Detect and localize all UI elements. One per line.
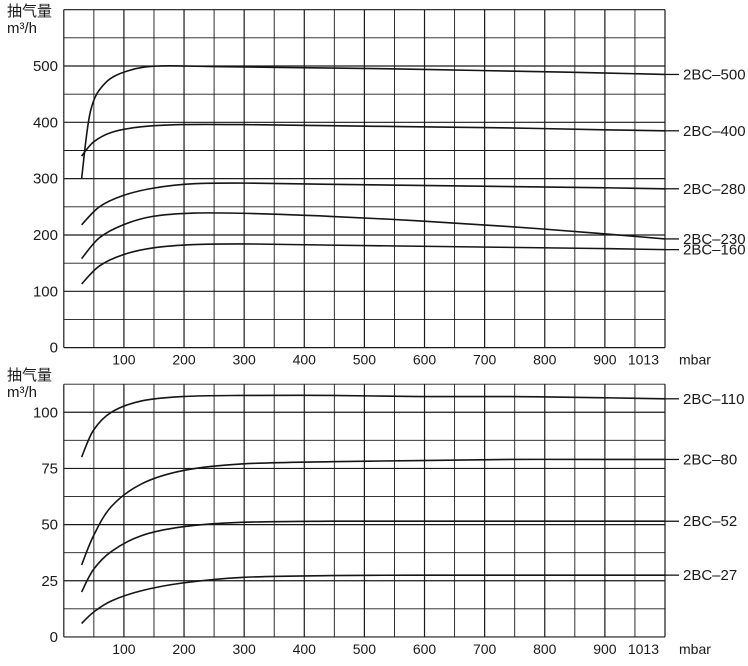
svg-text:抽气量: 抽气量 — [7, 367, 52, 384]
svg-text:900: 900 — [593, 641, 617, 657]
svg-text:25: 25 — [41, 573, 58, 590]
svg-text:400: 400 — [33, 114, 58, 131]
svg-text:m³/h: m³/h — [7, 384, 37, 401]
svg-text:300: 300 — [232, 641, 256, 657]
svg-text:800: 800 — [533, 641, 557, 657]
svg-text:50: 50 — [41, 517, 58, 534]
svg-text:300: 300 — [33, 171, 58, 188]
svg-text:2BC–110: 2BC–110 — [683, 391, 744, 408]
svg-text:2BC–52: 2BC–52 — [683, 513, 737, 530]
svg-text:75: 75 — [41, 460, 58, 477]
svg-text:600: 600 — [413, 352, 437, 368]
svg-text:500: 500 — [353, 641, 377, 657]
svg-text:900: 900 — [593, 352, 617, 368]
svg-text:2BC–280: 2BC–280 — [683, 181, 746, 198]
svg-text:300: 300 — [232, 352, 256, 368]
svg-text:2BC–500: 2BC–500 — [683, 66, 746, 83]
svg-text:100: 100 — [33, 404, 58, 421]
svg-text:1013: 1013 — [628, 641, 659, 657]
svg-text:700: 700 — [473, 352, 497, 368]
svg-text:800: 800 — [533, 352, 557, 368]
svg-text:200: 200 — [172, 641, 196, 657]
svg-text:0: 0 — [50, 629, 58, 646]
svg-text:m³/h: m³/h — [7, 20, 37, 37]
svg-text:2BC–80: 2BC–80 — [683, 451, 737, 468]
svg-text:200: 200 — [172, 352, 196, 368]
svg-text:500: 500 — [353, 352, 377, 368]
svg-text:500: 500 — [33, 58, 58, 75]
svg-text:100: 100 — [112, 352, 136, 368]
svg-text:mbar: mbar — [679, 352, 711, 368]
svg-text:700: 700 — [473, 641, 497, 657]
svg-text:100: 100 — [112, 641, 136, 657]
svg-text:600: 600 — [413, 641, 437, 657]
svg-text:400: 400 — [293, 641, 317, 657]
svg-text:mbar: mbar — [679, 641, 711, 657]
svg-text:2BC–400: 2BC–400 — [683, 123, 746, 140]
svg-text:2BC–27: 2BC–27 — [683, 567, 737, 584]
svg-text:抽气量: 抽气量 — [7, 3, 52, 20]
svg-text:2BC–160: 2BC–160 — [683, 242, 746, 259]
svg-text:200: 200 — [33, 227, 58, 244]
svg-text:100: 100 — [33, 283, 58, 300]
svg-text:0: 0 — [50, 340, 58, 357]
svg-text:1013: 1013 — [628, 352, 659, 368]
svg-text:400: 400 — [293, 352, 317, 368]
